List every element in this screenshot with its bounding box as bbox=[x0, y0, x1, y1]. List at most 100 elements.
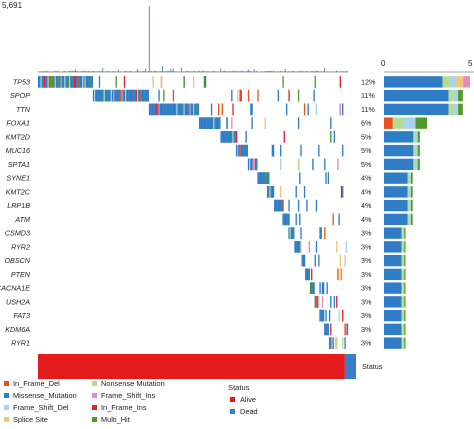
mutation-cell bbox=[119, 89, 121, 102]
status-legend-label: Dead bbox=[240, 407, 258, 416]
legend-swatch bbox=[92, 393, 97, 398]
tmb-bar bbox=[301, 71, 303, 72]
mutation-cell bbox=[198, 117, 201, 129]
mutation-cell bbox=[276, 199, 278, 212]
tmb-bar bbox=[41, 71, 43, 72]
tmb-bar bbox=[206, 71, 207, 72]
mutation-cell bbox=[272, 144, 275, 157]
mutation-cell bbox=[43, 76, 46, 88]
tmb-bar bbox=[109, 71, 111, 72]
legend-swatch bbox=[4, 393, 9, 398]
mutation-cell bbox=[46, 76, 48, 88]
tmb-bar bbox=[326, 71, 328, 72]
mutation-cell bbox=[262, 172, 264, 184]
mutation-cell bbox=[148, 103, 151, 116]
gene-label: TP53 bbox=[13, 77, 30, 86]
mutation-cell bbox=[86, 76, 89, 88]
gene-percent-label: 5% bbox=[361, 146, 372, 155]
mutation-cell bbox=[345, 323, 347, 336]
mutation-cell bbox=[325, 323, 327, 336]
mutation-cell bbox=[233, 131, 235, 143]
gene-label: RYR1 bbox=[11, 339, 30, 348]
tmb-bar bbox=[166, 71, 168, 72]
tmb-bar bbox=[98, 71, 100, 72]
legend-swatch bbox=[4, 381, 9, 386]
gene-frequency-bar bbox=[384, 268, 402, 281]
tmb-bar bbox=[315, 71, 317, 72]
gene-label: MUC16 bbox=[6, 146, 30, 155]
tmb-bar bbox=[311, 71, 312, 72]
gene-percent-label: 4% bbox=[361, 201, 372, 210]
gene-frequency-bar bbox=[384, 144, 414, 157]
mutation-cell bbox=[324, 323, 326, 336]
mutation-cell bbox=[271, 186, 274, 198]
gene-frequency-segment bbox=[410, 186, 413, 198]
tmb-bar bbox=[240, 71, 242, 72]
mutation-cell bbox=[103, 89, 105, 102]
tmb-bar bbox=[104, 71, 106, 72]
mutation-cell bbox=[147, 89, 150, 102]
tmb-bar bbox=[343, 71, 345, 72]
tmb-bar bbox=[64, 71, 66, 72]
mutation-cell bbox=[339, 103, 341, 116]
tmb-bar bbox=[314, 71, 316, 72]
mutation-cell bbox=[297, 117, 300, 129]
tmb-bar bbox=[262, 71, 263, 72]
mutation-cell bbox=[259, 172, 262, 184]
tmb-bar bbox=[47, 71, 49, 72]
mutation-cell bbox=[45, 76, 47, 88]
mutation-cell bbox=[346, 323, 349, 336]
gene-frequency-segment bbox=[402, 241, 405, 253]
mutation-cell bbox=[98, 89, 101, 102]
gene-frequency-bar bbox=[384, 227, 402, 239]
mutation-cell bbox=[163, 89, 165, 102]
tmb-bar bbox=[318, 71, 320, 72]
status-alive-bar bbox=[38, 354, 345, 379]
gene-label: RYR2 bbox=[11, 242, 30, 251]
mutation-cell bbox=[246, 144, 248, 157]
tmb-bar bbox=[114, 71, 116, 72]
mutation-cell bbox=[165, 103, 167, 116]
mutation-cell bbox=[286, 213, 288, 226]
mutation-cell bbox=[177, 103, 179, 116]
mutation-cell bbox=[142, 89, 145, 102]
status-track-label: Status bbox=[362, 362, 383, 371]
mutation-cell bbox=[318, 254, 320, 267]
mutation-cell bbox=[222, 131, 225, 143]
mutation-cell bbox=[256, 158, 258, 171]
mutation-cell bbox=[197, 103, 200, 116]
mutation-cell bbox=[342, 186, 344, 198]
gene-percent-label: 3% bbox=[361, 242, 372, 251]
mutation-cell bbox=[157, 103, 159, 116]
mutation-cell bbox=[77, 76, 79, 88]
tmb-bar bbox=[274, 71, 275, 72]
mutation-cell bbox=[264, 117, 266, 129]
mutation-cell bbox=[251, 158, 253, 171]
gene-frequency-bar bbox=[384, 241, 402, 253]
gene-frequency-segment bbox=[401, 227, 403, 239]
tmb-bars bbox=[38, 6, 348, 72]
mutation-cell bbox=[331, 337, 333, 349]
mutation-cell bbox=[38, 76, 40, 88]
mutation-cell bbox=[288, 199, 290, 212]
mutation-cell bbox=[312, 158, 314, 171]
tmb-bar bbox=[171, 71, 173, 72]
mutation-cell bbox=[108, 89, 110, 102]
tmb-bar bbox=[80, 71, 82, 72]
tmb-bar bbox=[256, 70, 258, 72]
gene-frequency-bar bbox=[384, 89, 449, 102]
mutation-cell bbox=[330, 337, 332, 349]
mutation-cell bbox=[339, 76, 341, 88]
gene-frequency-segment bbox=[401, 323, 403, 336]
variant-legend: In_Frame_Del Missense_Mutation Frame_Shift… bbox=[4, 379, 165, 424]
tmb-bar bbox=[233, 71, 235, 72]
tmb-bar bbox=[288, 71, 290, 72]
tmb-bar bbox=[337, 71, 339, 72]
gene-percent-label: 4% bbox=[361, 174, 372, 183]
mutation-cell bbox=[175, 103, 177, 116]
mutation-cell bbox=[330, 296, 332, 308]
mutation-cell bbox=[321, 309, 324, 322]
mutation-cell bbox=[296, 241, 299, 253]
mutation-cell bbox=[88, 76, 90, 88]
